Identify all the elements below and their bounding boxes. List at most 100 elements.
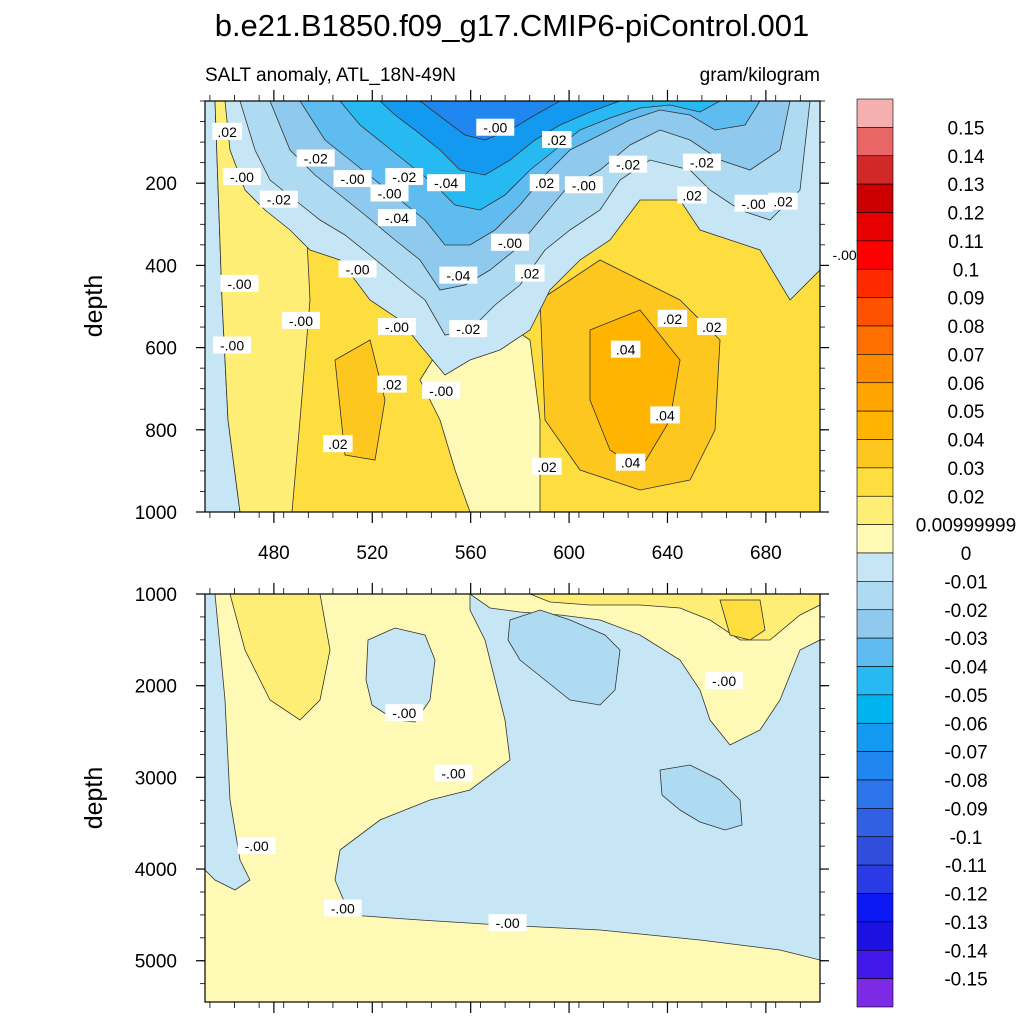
contour-label: -.00 (323, 899, 362, 917)
chart-subtitle-right: gram/kilogram (700, 65, 820, 86)
colorbar-label: -0.1 (950, 828, 983, 849)
contour-label: .04 (615, 453, 646, 471)
contour-label-text: -.02 (267, 192, 291, 208)
colorbar-swatch (856, 410, 894, 440)
contour-label-bg (542, 131, 572, 149)
contour-label-text: -.00 (429, 383, 453, 399)
colorbar-label: -0.01 (944, 572, 987, 593)
colorbar-label: 0.1 (953, 260, 979, 281)
colorbar: 0.15 0.14 0.13 0.12 0.11 0.1 0.09 0.08 0.07 0.06 0… (856, 98, 1016, 1008)
lower-plot-frame (204, 593, 821, 1003)
contour-label-bg (650, 406, 680, 424)
contour-label-bg (529, 174, 560, 192)
contour-label: -.00 (338, 260, 377, 278)
contour-label: -.00 (333, 170, 372, 188)
contour-label: -.00 (422, 381, 461, 399)
colorbar-label: 0.02 (948, 487, 985, 508)
upper-fill-blue-07 (379, 101, 621, 176)
lower-contour-fill (205, 594, 820, 1002)
lower-y-axis-label: depth (80, 767, 108, 830)
contour-label-text: -.00 (483, 120, 507, 136)
contour-label: -.02 (385, 168, 424, 186)
contour-label: -.00 (734, 194, 773, 212)
contour-label-text: -.00 (245, 838, 269, 854)
contour-label-bg (370, 184, 409, 202)
y-tick-label: 800 (145, 421, 177, 442)
contour-label-bg (564, 176, 603, 194)
colorbar-swatch (856, 921, 894, 951)
colorbar-swatch (856, 978, 894, 1008)
colorbar-label: 0.03 (948, 459, 985, 480)
contour-label: -.00 (220, 274, 259, 292)
contour-label-text: .04 (621, 455, 641, 471)
colorbar-swatch (856, 751, 894, 781)
contour-label-bg (532, 457, 562, 475)
colorbar-swatch (856, 183, 894, 213)
lower-x-ticks (209, 583, 801, 1013)
x-tick-label: 600 (553, 543, 585, 564)
colorbar-swatch (856, 354, 894, 384)
contour-label: .02 (677, 186, 707, 204)
contour-label-text: .02 (382, 377, 402, 393)
lower-fill-pos-topleft (229, 594, 331, 721)
contour-label-bg (439, 266, 478, 284)
colorbar-swatch (856, 779, 894, 809)
colorbar-swatch (856, 609, 894, 639)
contour-label-bg (220, 274, 259, 292)
contour-label-bg (212, 122, 242, 140)
contour-label-bg (377, 318, 416, 336)
contour-label-bg (296, 149, 335, 167)
colorbar-swatch (856, 240, 894, 270)
contour-label-text: .02 (682, 188, 702, 204)
colorbar-swatch (856, 268, 894, 298)
contour-label-text: -.04 (434, 175, 458, 191)
contour-label-bg (705, 672, 744, 690)
contour-label-text: .02 (328, 436, 348, 452)
colorbar-label: -0.03 (944, 629, 987, 650)
contour-label-bg (449, 320, 488, 338)
y-tick-label: 400 (145, 256, 177, 277)
colorbar-swatch (856, 666, 894, 696)
contour-label: -.00 (213, 336, 252, 354)
colorbar-label: -0.06 (944, 714, 987, 735)
colorbar-label: 0.12 (948, 204, 985, 225)
contour-label: -.00 (705, 672, 744, 690)
y-tick-label: 3000 (135, 768, 177, 789)
contour-label: .02 (529, 174, 560, 192)
contour-label-text: -.00 (712, 673, 736, 689)
contour-label-bg (825, 246, 864, 264)
colorbar-swatch (856, 893, 894, 923)
contour-label-bg (385, 704, 424, 722)
lower-fill-pos-yellow (719, 599, 766, 641)
colorbar-label: -0.04 (944, 658, 988, 679)
colorbar-swatch (856, 325, 894, 355)
colorbar-label: 0.05 (948, 402, 985, 423)
colorbar-label: 0.04 (948, 431, 985, 452)
contour-label-text: .02 (773, 194, 793, 210)
contour-label-bg (488, 914, 527, 932)
contour-label-bg (323, 899, 362, 917)
contour-label: .02 (657, 309, 688, 327)
contour-label-text: -.02 (304, 151, 328, 167)
colorbar-swatch (856, 864, 894, 894)
contour-label-text: -.02 (690, 155, 714, 171)
colorbar-label: -0.15 (944, 970, 987, 991)
colorbar-label: -0.09 (944, 799, 987, 820)
colorbar-label: 0.00999999 (916, 516, 1016, 537)
contour-label-text: -.00 (220, 338, 244, 354)
contour-label-text: -.00 (377, 185, 401, 201)
contour-label: .02 (212, 122, 242, 140)
upper-y-axis-label: depth (80, 275, 108, 338)
colorbar-label: 0.09 (948, 289, 985, 310)
contour-label-bg (213, 336, 252, 354)
colorbar-label: 0.13 (948, 175, 985, 196)
contour-label-text: -.00 (345, 262, 369, 278)
upper-contour-labels: .02-.00-.02-.02-.00 -.02 -.04-.00.02.02 -.0… (212, 118, 864, 475)
colorbar-label: 0 (961, 544, 972, 565)
contour-label: -.00 (491, 233, 530, 251)
contour-label: -.04 (427, 174, 466, 192)
contour-label-text: -.00 (498, 235, 522, 251)
